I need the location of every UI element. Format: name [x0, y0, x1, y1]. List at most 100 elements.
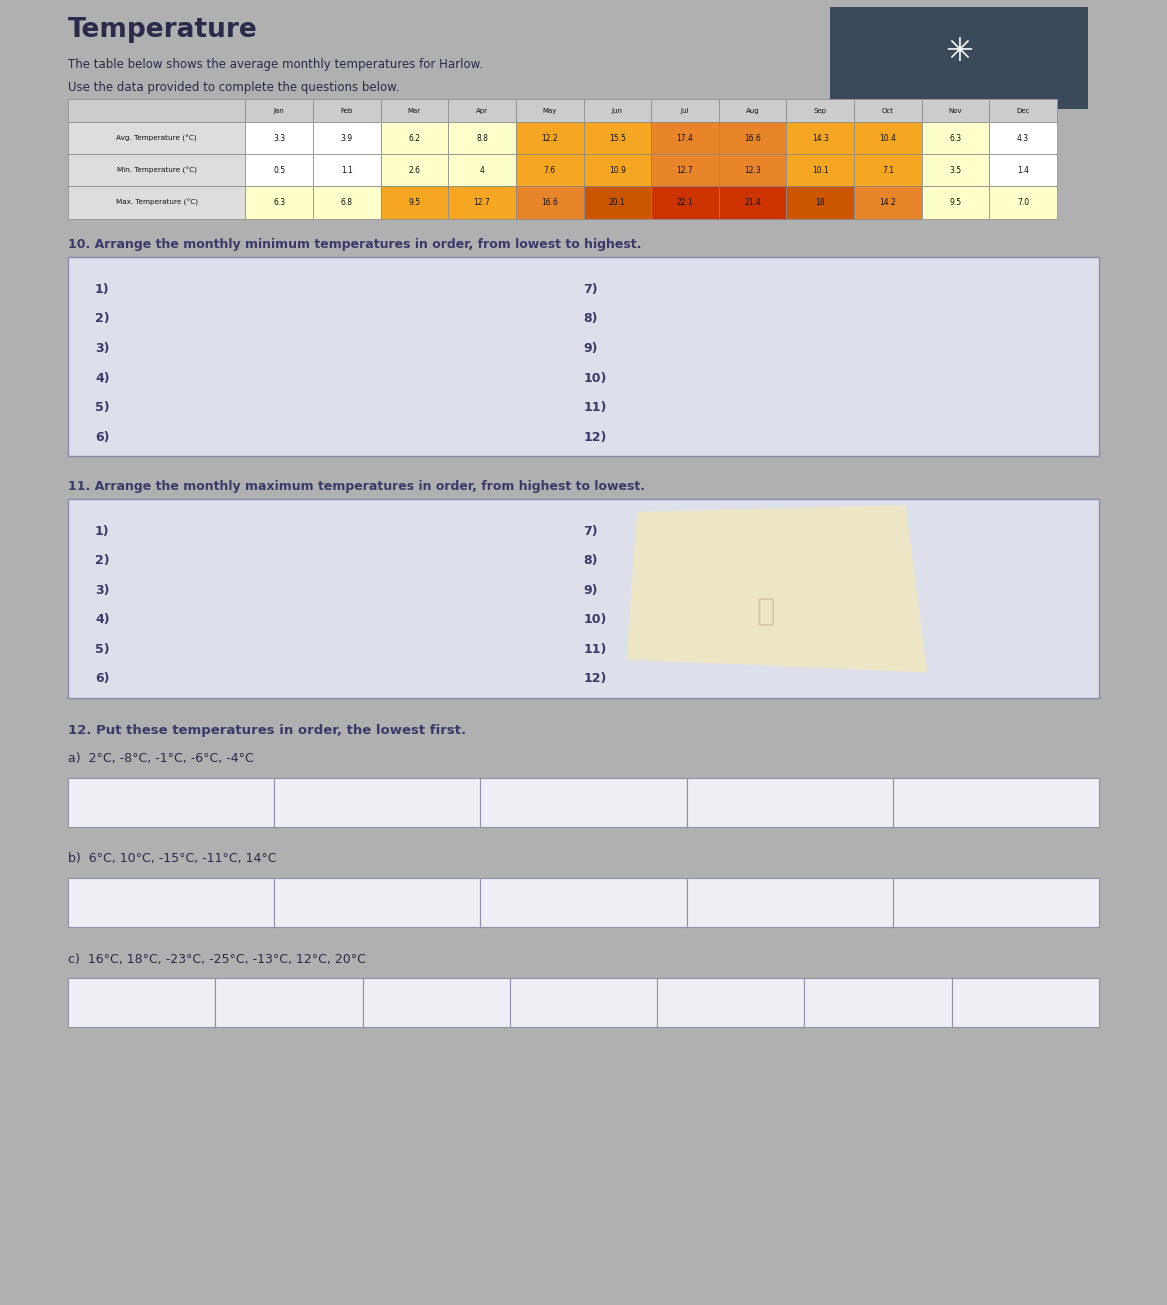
Text: 10.9: 10.9: [609, 166, 626, 175]
FancyBboxPatch shape: [651, 123, 719, 154]
FancyBboxPatch shape: [313, 99, 380, 123]
Text: Feb: Feb: [341, 107, 352, 114]
FancyBboxPatch shape: [68, 154, 245, 187]
Text: Apr: Apr: [476, 107, 488, 114]
FancyBboxPatch shape: [363, 979, 510, 1027]
Text: 8.8: 8.8: [476, 134, 488, 142]
FancyBboxPatch shape: [68, 499, 1099, 698]
FancyBboxPatch shape: [313, 123, 380, 154]
Text: 16.6: 16.6: [745, 134, 761, 142]
Text: 22.1: 22.1: [677, 198, 693, 207]
FancyBboxPatch shape: [990, 123, 1057, 154]
Text: 3.3: 3.3: [273, 134, 285, 142]
Text: 9): 9): [584, 583, 598, 596]
Text: 10.4: 10.4: [880, 134, 896, 142]
Text: 12.2: 12.2: [541, 134, 558, 142]
FancyBboxPatch shape: [787, 99, 854, 123]
FancyBboxPatch shape: [245, 99, 313, 123]
Text: May: May: [543, 107, 557, 114]
FancyBboxPatch shape: [686, 878, 893, 927]
FancyBboxPatch shape: [990, 187, 1057, 219]
Text: 1.4: 1.4: [1018, 166, 1029, 175]
FancyBboxPatch shape: [510, 979, 657, 1027]
FancyBboxPatch shape: [651, 187, 719, 219]
Text: Nov: Nov: [949, 107, 963, 114]
Text: 3.9: 3.9: [341, 134, 352, 142]
Text: 1): 1): [95, 525, 110, 538]
Text: b)  6°C, 10°C, -15°C, -11°C, 14°C: b) 6°C, 10°C, -15°C, -11°C, 14°C: [68, 852, 277, 865]
FancyBboxPatch shape: [584, 123, 651, 154]
Text: 5): 5): [95, 401, 110, 414]
Text: 10. Arrange the monthly minimum temperatures in order, from lowest to highest.: 10. Arrange the monthly minimum temperat…: [68, 238, 642, 251]
Text: Mar: Mar: [407, 107, 421, 114]
FancyBboxPatch shape: [380, 123, 448, 154]
FancyBboxPatch shape: [216, 979, 363, 1027]
Text: 20.1: 20.1: [609, 198, 626, 207]
Text: Avg. Temperature (°C): Avg. Temperature (°C): [117, 134, 197, 142]
Text: 8): 8): [584, 312, 598, 325]
Text: 4: 4: [480, 166, 484, 175]
Text: 10): 10): [584, 613, 607, 626]
Text: 15.5: 15.5: [609, 134, 626, 142]
FancyBboxPatch shape: [787, 154, 854, 187]
Text: 17.4: 17.4: [677, 134, 693, 142]
FancyBboxPatch shape: [951, 979, 1099, 1027]
FancyBboxPatch shape: [854, 187, 922, 219]
Text: 4): 4): [95, 613, 110, 626]
FancyBboxPatch shape: [274, 778, 481, 826]
FancyBboxPatch shape: [854, 123, 922, 154]
FancyBboxPatch shape: [922, 187, 990, 219]
Text: 14.2: 14.2: [880, 198, 896, 207]
FancyBboxPatch shape: [686, 778, 893, 826]
Text: 1.1: 1.1: [341, 166, 352, 175]
FancyBboxPatch shape: [651, 99, 719, 123]
Text: 10.1: 10.1: [812, 166, 829, 175]
Text: 12): 12): [584, 672, 607, 685]
Text: 6.2: 6.2: [408, 134, 420, 142]
FancyBboxPatch shape: [893, 878, 1099, 927]
Text: 7): 7): [584, 283, 599, 296]
Text: 7.0: 7.0: [1018, 198, 1029, 207]
Text: Temperature: Temperature: [68, 17, 258, 43]
FancyBboxPatch shape: [274, 878, 481, 927]
FancyBboxPatch shape: [584, 99, 651, 123]
FancyBboxPatch shape: [68, 257, 1099, 457]
Text: 21.4: 21.4: [745, 198, 761, 207]
FancyBboxPatch shape: [804, 979, 951, 1027]
FancyBboxPatch shape: [516, 154, 584, 187]
FancyBboxPatch shape: [448, 123, 516, 154]
Text: Dec: Dec: [1016, 107, 1029, 114]
Polygon shape: [627, 505, 927, 672]
FancyBboxPatch shape: [657, 979, 804, 1027]
Text: Use the data provided to complete the questions below.: Use the data provided to complete the qu…: [68, 81, 399, 94]
FancyBboxPatch shape: [719, 154, 787, 187]
FancyBboxPatch shape: [481, 778, 686, 826]
FancyBboxPatch shape: [651, 154, 719, 187]
Text: 9): 9): [584, 342, 598, 355]
Text: Sep: Sep: [813, 107, 826, 114]
Text: 1): 1): [95, 283, 110, 296]
FancyBboxPatch shape: [516, 123, 584, 154]
Text: 12.3: 12.3: [745, 166, 761, 175]
FancyBboxPatch shape: [719, 187, 787, 219]
FancyBboxPatch shape: [922, 154, 990, 187]
FancyBboxPatch shape: [68, 878, 274, 927]
FancyBboxPatch shape: [380, 99, 448, 123]
FancyBboxPatch shape: [893, 778, 1099, 826]
FancyBboxPatch shape: [68, 99, 1057, 123]
Text: 6.3: 6.3: [950, 134, 962, 142]
FancyBboxPatch shape: [831, 0, 1088, 110]
Text: 14.3: 14.3: [812, 134, 829, 142]
FancyBboxPatch shape: [787, 187, 854, 219]
Text: 6.3: 6.3: [273, 198, 285, 207]
FancyBboxPatch shape: [854, 99, 922, 123]
Text: c)  16°C, 18°C, -23°C, -25°C, -13°C, 12°C, 20°C: c) 16°C, 18°C, -23°C, -25°C, -13°C, 12°C…: [68, 953, 366, 966]
Text: The table below shows the average monthly temperatures for Harlow.: The table below shows the average monthl…: [68, 57, 483, 70]
Text: 6): 6): [95, 431, 110, 444]
FancyBboxPatch shape: [990, 99, 1057, 123]
FancyBboxPatch shape: [68, 99, 245, 123]
FancyBboxPatch shape: [787, 123, 854, 154]
Text: Jun: Jun: [612, 107, 623, 114]
Text: 12): 12): [584, 431, 607, 444]
FancyBboxPatch shape: [448, 187, 516, 219]
